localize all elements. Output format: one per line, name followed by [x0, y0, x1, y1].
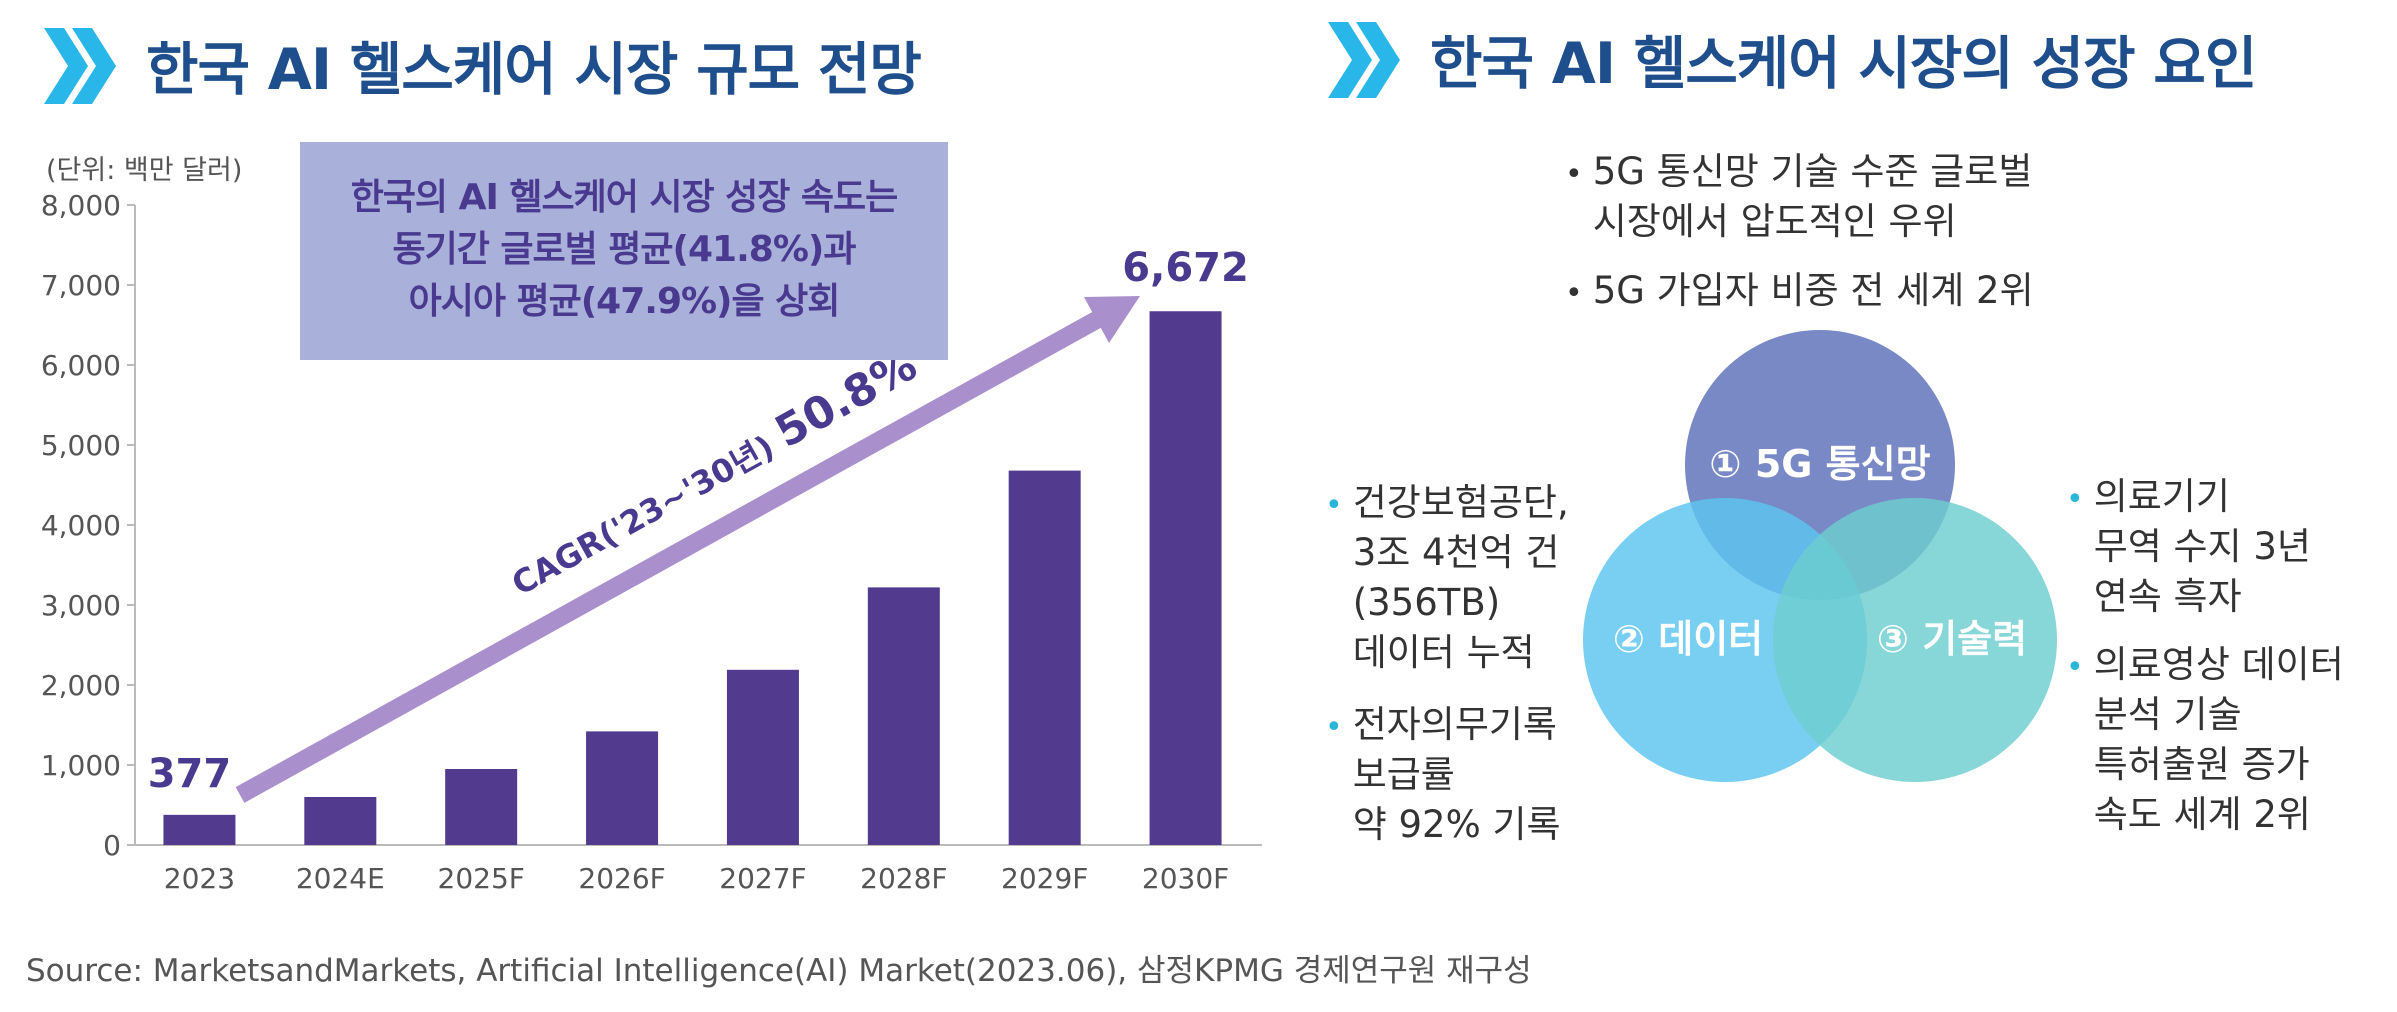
x-tick-label: 2028F	[860, 862, 947, 895]
right-bullet-2: • 의료영상 데이터 분석 기술 특허출원 증가 속도 세계 2위	[2066, 643, 2344, 836]
cagr-label: CAGR('23~'30년) 50.8%	[501, 339, 926, 605]
y-tick-label: 5,000	[41, 429, 121, 462]
source-note: Source: MarketsandMarkets, Artificial In…	[26, 953, 1532, 989]
circle-tech-label: ③ 기술력	[1877, 617, 2027, 661]
growth-arrow-head	[1084, 296, 1140, 343]
bar-2023	[163, 814, 236, 845]
circle-tech	[1773, 498, 2057, 782]
right-bullet-1: • 의료기기 무역 수지 3년 연속 흑자	[2066, 475, 2311, 618]
x-tick-label: 2023	[164, 862, 235, 895]
top-bullet-1: • 5G 통신망 기술 수준 글로벌 시장에서 압도적인 우위	[1565, 150, 2033, 243]
y-tick-label: 4,000	[41, 509, 121, 542]
bar-chart: 0 1,000 2,000 3,000 4,000 5,000 6,000 7,000 8,00…	[41, 189, 1262, 895]
bar-2028F	[867, 587, 940, 845]
bar-2025F	[445, 769, 518, 845]
y-tick-label: 8,000	[41, 189, 121, 222]
bar-2030F	[1149, 311, 1222, 845]
left-bullet-1: • 건강보험공단, 3조 4천억 건 (356TB) 데이터 누적	[1325, 481, 1569, 674]
x-tick-label: 2026F	[578, 862, 665, 895]
chevron-icon	[1328, 22, 1400, 98]
callout-line-2: 동기간 글로벌 평균(41.8%)과	[392, 229, 857, 270]
bar-2026F	[586, 731, 659, 845]
callout-box: 한국의 AI 헬스케어 시장 성장 속도는 동기간 글로벌 평균(41.8%)과…	[300, 142, 948, 360]
x-tick-label: 2024E	[296, 862, 385, 895]
growth-arrow	[235, 310, 1105, 803]
factors-title: 한국 AI 헬스케어 시장의 성장 요인	[1430, 31, 2257, 97]
y-tick-label: 6,000	[41, 349, 121, 382]
unit-label: (단위: 백만 달러)	[46, 155, 243, 186]
left-bullet-2: • 전자의무기록 보급률 약 92% 기록	[1325, 703, 1561, 846]
bar-2027F	[726, 669, 799, 845]
y-tick-label: 2,000	[41, 669, 121, 702]
data-label-2030F: 6,672	[1122, 245, 1249, 291]
y-tick-label: 0	[103, 829, 121, 862]
x-tick-label: 2030F	[1142, 862, 1229, 895]
callout-line-3: 아시아 평균(47.9%)을 상회	[408, 281, 841, 322]
bar-2024E	[304, 797, 377, 845]
y-tick-label: 7,000	[41, 269, 121, 302]
data-label-2023: 377	[148, 751, 232, 797]
chart-title: 한국 AI 헬스케어 시장 규모 전망	[146, 37, 922, 103]
bar-2029F	[1008, 470, 1081, 845]
x-tick-label: 2025F	[438, 862, 525, 895]
venn-diagram: ① 5G 통신망 ② 데이터 ③ 기술력	[1583, 330, 2057, 782]
circle-5g-label: ① 5G 통신망	[1709, 442, 1930, 486]
circle-data-label: ② 데이터	[1613, 617, 1763, 661]
y-tick-label: 1,000	[41, 749, 121, 782]
x-tick-label: 2029F	[1001, 862, 1088, 895]
top-bullet-2: • 5G 가입자 비중 전 세계 2위	[1565, 269, 2034, 312]
y-tick-label: 3,000	[41, 589, 121, 622]
chevron-icon	[44, 28, 116, 104]
x-tick-label: 2027F	[719, 862, 806, 895]
callout-line-1: 한국의 AI 헬스케어 시장 성장 속도는	[350, 177, 899, 218]
